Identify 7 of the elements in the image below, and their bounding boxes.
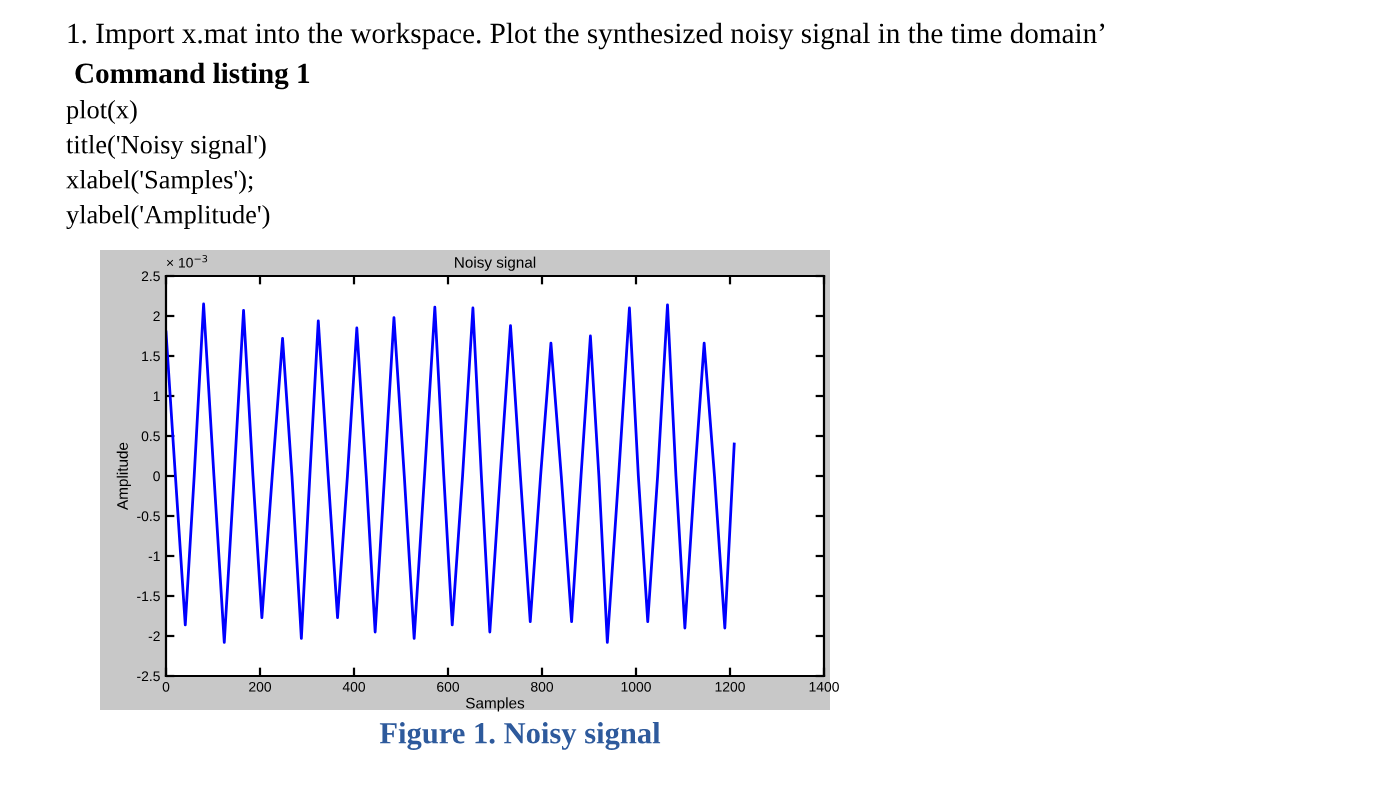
text: xlabel('Samples'); xyxy=(66,170,253,194)
text: ylabel('Amplitude') xyxy=(66,205,270,229)
caption: Figure 1. Noisy signal xyxy=(379,722,661,750)
text: title('Noisy signal') xyxy=(66,135,266,159)
text: Command listing 1 xyxy=(75,62,310,90)
text: plot(x) xyxy=(66,100,137,124)
text: 1. Import x.mat into the workspace. Plot the synthesized noisy signal in the time domain’ xyxy=(68,22,1105,50)
